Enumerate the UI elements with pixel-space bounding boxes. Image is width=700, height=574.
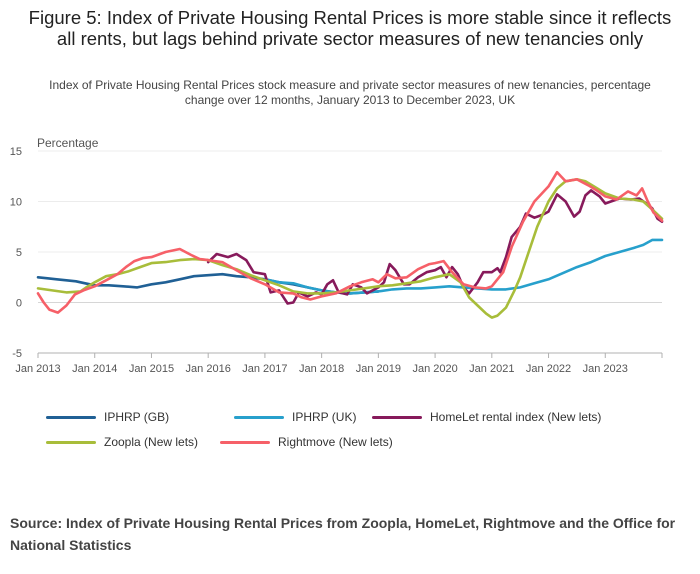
x-tick-label: Jan 2016: [186, 363, 231, 375]
legend-swatch-zoopla: [46, 440, 96, 444]
x-tick-label: Jan 2014: [72, 363, 117, 375]
line-chart: Percentage 15 10 5 0 -5 Jan 2013 Jan 2014 Jan 20…: [10, 136, 664, 375]
y-axis-label: Percentage: [37, 136, 99, 150]
y-tick-label: -5: [12, 348, 22, 360]
legend-item-rightmove[interactable]: Rightmove (New lets): [220, 433, 393, 451]
x-tick-label: Jan 2020: [412, 363, 457, 375]
y-tick-label: 10: [10, 197, 22, 209]
x-tick-label: Jan 2013: [15, 363, 60, 375]
y-tick-label: 15: [10, 146, 22, 158]
legend-item-homelet[interactable]: HomeLet rental index (New lets): [372, 408, 601, 426]
legend-swatch-homelet: [372, 415, 422, 419]
legend-label-rightmove: Rightmove (New lets): [278, 435, 393, 449]
chart-title: Figure 5: Index of Private Housing Renta…: [28, 7, 672, 49]
legend-item-iphrp-gb[interactable]: IPHRP (GB): [46, 408, 169, 426]
legend-label-iphrp-gb: IPHRP (GB): [104, 410, 170, 424]
x-tick-label: Jan 2018: [299, 363, 344, 375]
series-line-rightmove-new-lets: [36, 170, 664, 314]
y-tick-label: 0: [16, 298, 22, 310]
x-tick-label: Jan 2017: [242, 363, 287, 375]
legend-label-iphrp-uk: IPHRP (UK): [292, 410, 357, 424]
x-tick-label: Jan 2022: [526, 363, 571, 375]
x-tick-label: Jan 2019: [356, 363, 401, 375]
x-tick-label: Jan 2023: [583, 363, 628, 375]
legend-swatch-rightmove: [220, 440, 270, 444]
legend-label-zoopla: Zoopla (New lets): [104, 435, 199, 449]
x-tick-label: Jan 2015: [129, 363, 174, 375]
series-line-homelet-rental-index-new-lets: [206, 189, 664, 305]
legend-swatch-iphrp-uk: [234, 415, 284, 419]
legend-label-homelet: HomeLet rental index (New lets): [430, 410, 602, 424]
x-tick-label: Jan 2021: [469, 363, 514, 375]
chart-legend: IPHRP (GB) IPHRP (UK) HomeLet rental ind…: [46, 406, 686, 456]
source-note: Source: Index of Private Housing Rental …: [10, 515, 676, 553]
legend-item-iphrp-uk[interactable]: IPHRP (UK): [234, 408, 356, 426]
chart-subtitle: Index of Private Housing Rental Prices s…: [49, 78, 651, 107]
series-line-zoopla-new-lets: [36, 178, 664, 319]
y-tick-label: 5: [16, 247, 22, 259]
legend-swatch-iphrp-gb: [46, 415, 96, 419]
legend-item-zoopla[interactable]: Zoopla (New lets): [46, 433, 198, 451]
